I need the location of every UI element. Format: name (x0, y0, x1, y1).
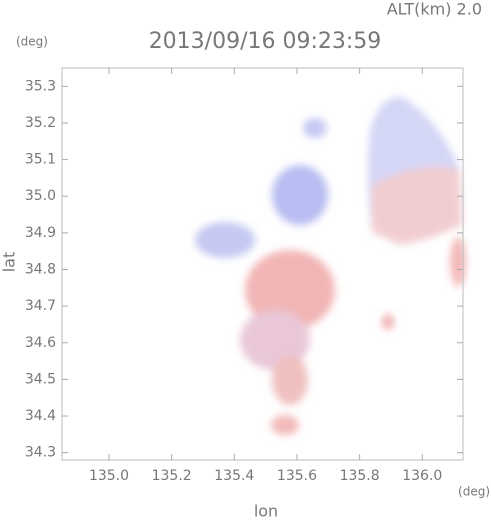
x-tick-label: 135.0 (89, 468, 129, 484)
y-tick-label: 35.2 (25, 115, 56, 131)
y-tick-label: 35.0 (25, 188, 56, 204)
y-tick-label: 34.7 (25, 298, 56, 314)
x-tick-label: 135.4 (214, 468, 254, 484)
y-tick-label: 34.6 (25, 335, 56, 351)
y-tick-label: 34.3 (25, 445, 56, 461)
x-axis-label: lon (254, 502, 278, 521)
x-tick-label: 135.6 (277, 468, 317, 484)
y-tick-label: 34.5 (25, 371, 56, 387)
chart-title: 2013/09/16 09:23:59 (149, 29, 382, 54)
x-tick-label: 135.8 (340, 468, 380, 484)
y-tick-label: 34.8 (25, 261, 56, 277)
x-unit: (deg) (458, 485, 490, 499)
y-tick-label: 34.9 (25, 225, 56, 241)
altitude-label: ALT(km) 2.0 (387, 0, 482, 19)
y-unit: (deg) (16, 35, 48, 49)
y-axis-label: lat (0, 252, 19, 273)
y-tick-label: 34.4 (25, 408, 56, 424)
plot-frame (61, 67, 464, 461)
x-tick-label: 136.0 (402, 468, 442, 484)
x-tick-label: 135.2 (152, 468, 192, 484)
radar-echo (195, 96, 466, 435)
y-tick-label: 35.1 (25, 152, 56, 168)
y-tick-label: 35.3 (25, 78, 56, 94)
